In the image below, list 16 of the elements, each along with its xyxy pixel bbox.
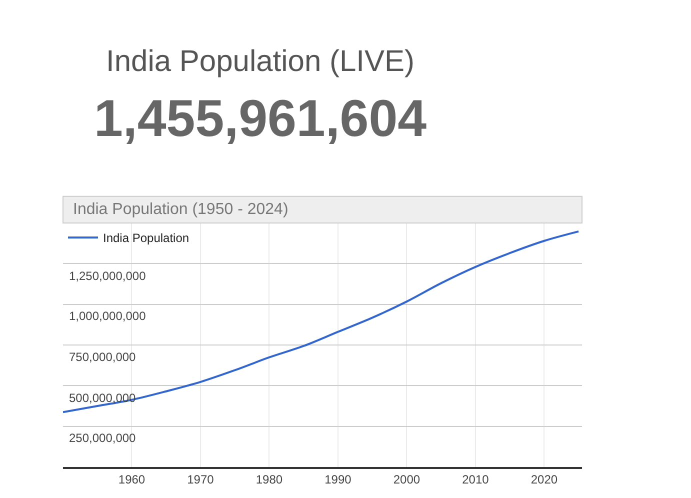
text: India Population (LIVE): [106, 45, 415, 78]
x-tick-label: 1960: [118, 472, 146, 486]
text: 1,455,961,604: [94, 90, 427, 148]
x-tick-label: 1990: [324, 472, 352, 486]
y-tick-label: 250,000,000: [69, 431, 136, 445]
x-tick-label: 1980: [256, 472, 283, 486]
y-tick-label: 500,000,000: [69, 391, 136, 405]
y-tick-label: 1,000,000,000: [69, 309, 146, 323]
y-tick-label: 1,250,000,000: [69, 269, 146, 283]
x-tick-label: 1970: [187, 472, 214, 486]
chart-title: India Population (1950 - 2024): [73, 201, 288, 218]
x-tick-label: 2010: [462, 472, 490, 486]
x-tick-label: 2020: [530, 472, 558, 486]
y-tick-label: 750,000,000: [69, 350, 136, 364]
x-tick-label: 2000: [393, 472, 420, 486]
legend-label: India Population: [103, 231, 190, 246]
